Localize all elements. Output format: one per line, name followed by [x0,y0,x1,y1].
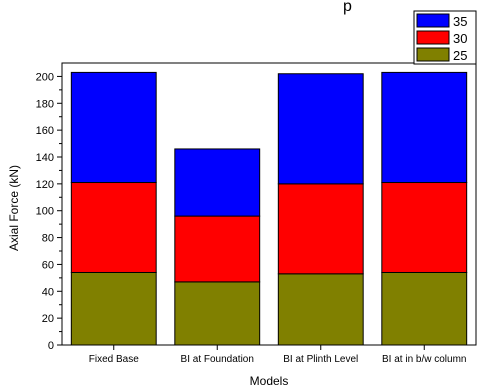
y-tick-label: 140 [36,152,54,164]
bar-2-series-30 [278,184,363,274]
legend-label-30: 30 [453,31,467,46]
bar-1-series-25 [175,282,260,345]
bar-2-series-35 [278,74,363,184]
y-tick-label: 100 [36,206,54,218]
bar-1-series-35 [175,149,260,216]
bar-3-series-30 [382,183,467,273]
bar-0-series-25 [71,272,156,345]
y-axis-label: Axial Force (kN) [7,165,21,251]
y-tick-label: 200 [36,71,54,83]
bar-0-series-30 [71,183,156,273]
y-tick-label: 0 [48,340,54,352]
bar-0-series-35 [71,72,156,182]
y-tick-label: 40 [42,286,54,298]
legend-label-35: 35 [453,14,467,29]
plot-area [71,72,466,345]
bar-3-series-25 [382,272,467,345]
y-axis: 0 20 40 60 80 100 120 140 160 180 200 [36,71,62,352]
bar-1-series-30 [175,216,260,282]
legend: 35 30 25 [414,11,476,64]
x-tick-label: BI at Foundation [181,354,254,365]
bar-3-series-35 [382,72,467,182]
bar-2-series-25 [278,274,363,345]
chart-title-fragment: p [343,0,352,15]
legend-label-25: 25 [453,48,467,63]
y-tick-label: 180 [36,98,54,110]
y-tick-label: 60 [42,259,54,271]
y-tick-label: 120 [36,179,54,191]
legend-swatch-30 [417,31,449,44]
x-axis-label: Models [250,374,289,388]
y-tick-label: 160 [36,125,54,137]
x-tick-label: Fixed Base [89,354,139,365]
y-tick-label: 80 [42,233,54,245]
legend-swatch-35 [417,14,449,27]
y-tick-label: 20 [42,313,54,325]
x-axis: Fixed Base BI at Foundation BI at Plinth L… [89,345,467,365]
x-tick-label: BI at Plinth Level [283,354,358,365]
x-tick-label: BI at in b/w column [382,354,466,365]
legend-swatch-25 [417,48,449,61]
